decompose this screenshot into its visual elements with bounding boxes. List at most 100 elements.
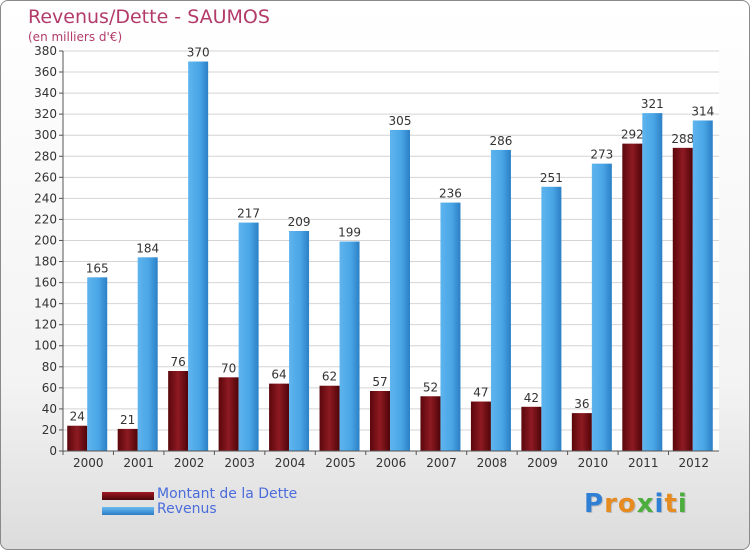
data-label-dette: 24 bbox=[70, 410, 85, 424]
data-label-revenus: 184 bbox=[136, 241, 159, 255]
y-tick-label: 380 bbox=[34, 44, 57, 58]
x-tick-label: 2004 bbox=[275, 456, 306, 470]
x-tick-label: 2003 bbox=[224, 456, 255, 470]
y-tick-label: 20 bbox=[42, 423, 57, 437]
bar-dette bbox=[168, 371, 189, 451]
bar-revenus bbox=[490, 149, 511, 451]
data-label-dette: 76 bbox=[171, 355, 186, 369]
bar-dette bbox=[420, 396, 441, 451]
x-tick-label: 2000 bbox=[73, 456, 104, 470]
data-label-revenus: 321 bbox=[641, 97, 664, 111]
data-label-dette: 288 bbox=[671, 132, 694, 146]
bar-dette bbox=[117, 428, 138, 451]
data-label-dette: 36 bbox=[574, 397, 589, 411]
x-tick-label: 2007 bbox=[426, 456, 457, 470]
y-tick-label: 300 bbox=[34, 128, 57, 142]
bar-revenus bbox=[642, 113, 663, 452]
legend-swatch-dette bbox=[102, 492, 154, 500]
data-label-dette: 57 bbox=[372, 375, 387, 389]
legend-swatch-revenus bbox=[102, 507, 154, 515]
bar-dette bbox=[470, 401, 491, 451]
bar-dette bbox=[319, 385, 340, 451]
bar-dette bbox=[370, 391, 390, 451]
data-label-dette: 42 bbox=[524, 391, 539, 405]
y-tick-label: 180 bbox=[34, 255, 57, 269]
data-label-revenus: 286 bbox=[489, 134, 512, 148]
y-tick-label: 40 bbox=[42, 402, 57, 416]
bar-revenus bbox=[188, 61, 209, 452]
x-tick-label: 2011 bbox=[628, 456, 659, 470]
chart-title: Revenus/Dette - SAUMOS bbox=[28, 6, 270, 28]
bar-dette bbox=[571, 413, 592, 451]
data-label-revenus: 209 bbox=[288, 215, 311, 229]
data-label-revenus: 217 bbox=[237, 207, 260, 221]
y-tick-label: 320 bbox=[34, 107, 57, 121]
data-label-dette: 70 bbox=[221, 361, 236, 375]
y-tick-label: 220 bbox=[34, 212, 57, 226]
y-tick-label: 80 bbox=[42, 360, 57, 374]
bar-dette bbox=[269, 383, 290, 451]
y-tick-label: 280 bbox=[34, 149, 57, 163]
logo-letter: x bbox=[636, 489, 655, 519]
bar-revenus bbox=[692, 120, 713, 451]
x-tick-label: 2010 bbox=[578, 456, 609, 470]
logo-letter: i bbox=[654, 489, 665, 519]
y-tick-label: 340 bbox=[34, 86, 57, 100]
y-tick-label: 200 bbox=[34, 233, 57, 247]
data-label-revenus: 314 bbox=[691, 104, 714, 118]
data-label-revenus: 251 bbox=[540, 171, 563, 185]
y-tick-label: 0 bbox=[49, 444, 57, 458]
data-label-revenus: 236 bbox=[439, 187, 462, 201]
logo-letter: r bbox=[604, 489, 618, 519]
y-tick-label: 120 bbox=[34, 318, 57, 332]
logo-letter: t bbox=[664, 489, 678, 519]
legend-label-dette: Montant de la Dette bbox=[157, 486, 298, 502]
logo-letter: o bbox=[617, 489, 637, 519]
bar-revenus bbox=[390, 129, 410, 451]
data-label-dette: 292 bbox=[621, 128, 644, 142]
x-tick-label: 2002 bbox=[174, 456, 205, 470]
data-label-revenus: 273 bbox=[590, 148, 613, 162]
x-tick-label: 2006 bbox=[376, 456, 407, 470]
x-tick-label: 2012 bbox=[678, 456, 709, 470]
x-tick-label: 2009 bbox=[527, 456, 558, 470]
logo-letter: i bbox=[677, 489, 688, 519]
bar-revenus bbox=[238, 222, 259, 451]
bar-dette bbox=[218, 377, 239, 451]
bar-revenus bbox=[339, 241, 360, 451]
proxiti-logo: Proxiti bbox=[584, 489, 688, 519]
y-tick-label: 140 bbox=[34, 297, 57, 311]
bar-revenus bbox=[591, 163, 612, 451]
data-label-revenus: 165 bbox=[86, 261, 109, 275]
legend-label-revenus: Revenus bbox=[157, 501, 217, 517]
bar-dette bbox=[622, 143, 643, 451]
chart-subtitle: (en milliers d'€) bbox=[28, 30, 123, 44]
data-label-dette: 21 bbox=[120, 413, 135, 427]
bar-dette bbox=[67, 425, 88, 451]
bar-dette bbox=[672, 147, 693, 451]
data-label-dette: 52 bbox=[423, 380, 438, 394]
x-tick-label: 2005 bbox=[325, 456, 356, 470]
x-tick-label: 2001 bbox=[123, 456, 154, 470]
data-label-revenus: 305 bbox=[389, 114, 412, 128]
y-tick-label: 60 bbox=[42, 381, 57, 395]
bar-revenus bbox=[289, 231, 310, 451]
data-label-revenus: 199 bbox=[338, 226, 361, 240]
bar-revenus bbox=[440, 202, 461, 451]
y-tick-label: 100 bbox=[34, 339, 57, 353]
data-label-dette: 64 bbox=[271, 368, 286, 382]
y-tick-label: 160 bbox=[34, 276, 57, 290]
bar-revenus bbox=[541, 186, 562, 451]
data-label-dette: 47 bbox=[473, 386, 488, 400]
data-label-revenus: 370 bbox=[187, 46, 210, 60]
y-tick-label: 260 bbox=[34, 170, 57, 184]
data-label-dette: 62 bbox=[322, 370, 337, 384]
bar-revenus bbox=[137, 257, 158, 451]
y-tick-label: 240 bbox=[34, 191, 57, 205]
y-tick-label: 360 bbox=[34, 65, 57, 79]
logo-letter: P bbox=[584, 489, 605, 519]
x-tick-label: 2008 bbox=[477, 456, 508, 470]
bar-dette bbox=[521, 406, 542, 451]
